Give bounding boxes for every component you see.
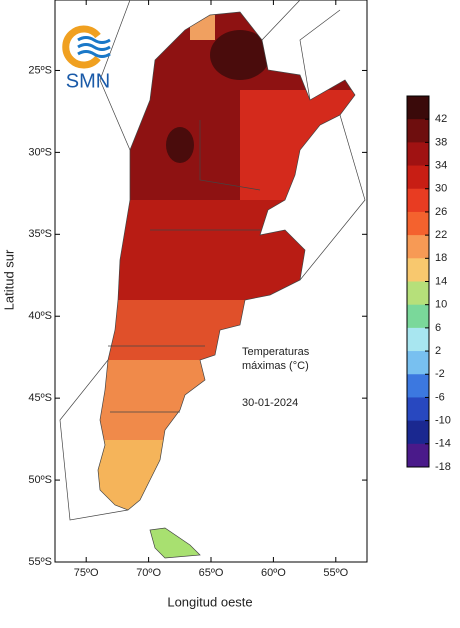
x-tick-label: 75ºO <box>74 567 99 579</box>
colorbar-bin <box>407 327 429 352</box>
colorbar-tick-label: 38 <box>435 136 447 148</box>
colorbar-tick-label: 6 <box>435 322 441 334</box>
colorbar-tick-label: 14 <box>435 275 447 287</box>
x-axis-label: Longitud oeste <box>167 594 252 609</box>
colorbar-bin <box>407 188 429 213</box>
colorbar-tick-label: 30 <box>435 183 447 195</box>
colorbar-bin <box>407 351 429 375</box>
colorbar-bin <box>407 142 429 167</box>
colorbar-tick-label: -14 <box>435 438 451 450</box>
x-tick-label: 70ºO <box>136 567 161 579</box>
colorbar-bin <box>407 443 429 468</box>
y-tick-label: 40ºS <box>28 310 52 322</box>
colorbar-tick-label: 26 <box>435 206 447 218</box>
colorbar-tick-label: -18 <box>435 461 451 473</box>
annotation: Temperaturas <box>242 346 310 358</box>
colorbar-tick-label: 22 <box>435 229 447 241</box>
colorbar-tick-label: -2 <box>435 368 445 380</box>
y-tick-label: 30ºS <box>28 146 52 158</box>
y-tick-label: 45ºS <box>28 392 52 404</box>
colorbar-bin <box>407 165 429 190</box>
annotation: máximas (°C) <box>242 360 309 372</box>
annotation: 30-01-2024 <box>242 397 298 409</box>
y-tick-label: 25ºS <box>28 64 52 76</box>
colorbar-bin <box>407 304 429 329</box>
colorbar-bin <box>407 211 429 236</box>
colorbar-bin <box>407 420 429 445</box>
logo-text: SMN <box>66 70 110 92</box>
colorbar-tick-label: -10 <box>435 415 451 427</box>
colorbar-bin <box>407 96 429 120</box>
y-axis-label: Latitud sur <box>1 249 16 310</box>
colorbar-tick-label: 10 <box>435 299 447 311</box>
x-tick-label: 55ºO <box>323 567 348 579</box>
colorbar-tick-label: -6 <box>435 391 445 403</box>
y-tick-label: 50ºS <box>28 474 52 486</box>
colorbar-bin <box>407 119 429 143</box>
colorbar-tick-label: 2 <box>435 345 441 357</box>
y-tick-label: 55ºS <box>28 556 52 568</box>
colorbar-bin <box>407 258 429 282</box>
colorbar-bin <box>407 281 429 306</box>
colorbar-bin <box>407 397 429 422</box>
colorbar-tick-label: 42 <box>435 113 447 125</box>
y-tick-label: 35ºS <box>28 228 52 240</box>
colorbar-tick-label: 34 <box>435 159 447 171</box>
colorbar-tick-label: 18 <box>435 252 447 264</box>
colorbar-bin <box>407 374 429 398</box>
x-tick-label: 60ºO <box>261 567 286 579</box>
x-tick-label: 65ºO <box>199 567 224 579</box>
logo: SMN <box>62 25 111 92</box>
borders <box>59 0 366 559</box>
colorbar-bin <box>407 235 429 259</box>
